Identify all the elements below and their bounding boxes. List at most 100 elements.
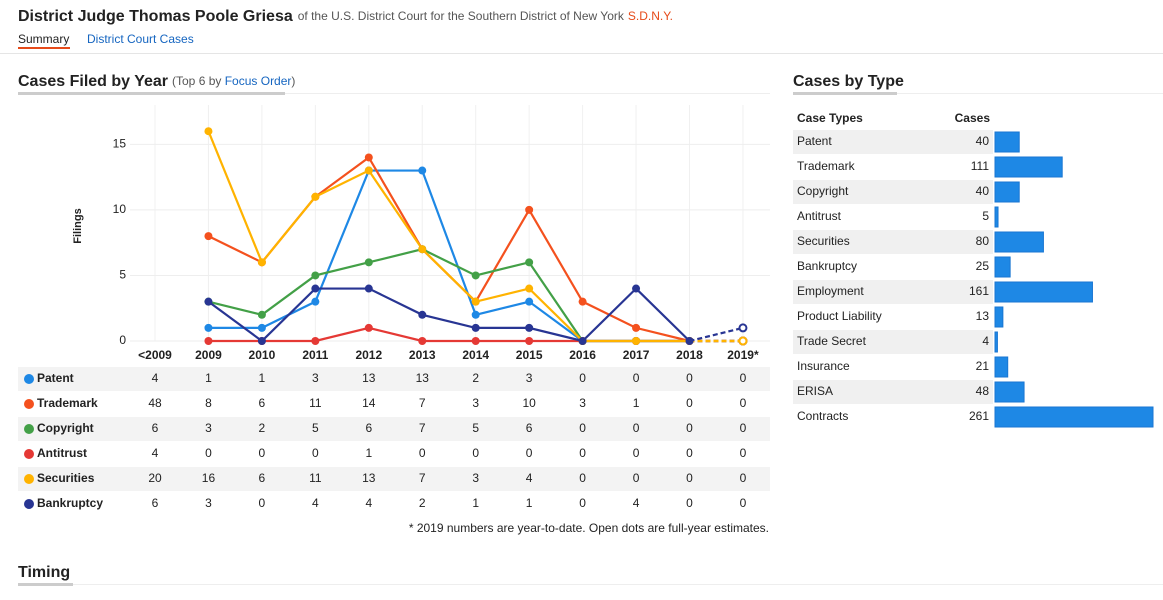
type-bar — [994, 281, 1093, 303]
judge-title: District Judge Thomas Poole Griesa — [18, 8, 293, 25]
x-tick-label: 2010 — [249, 348, 276, 362]
point — [311, 337, 320, 345]
y-tick-label: 10 — [113, 202, 127, 216]
table-value: 4 — [633, 496, 640, 510]
point — [364, 323, 373, 332]
table-value: 10 — [522, 396, 536, 410]
type-bar — [994, 406, 1154, 428]
type-count: 261 — [969, 409, 989, 423]
type-count: 5 — [982, 209, 989, 223]
legend-dot — [24, 449, 34, 459]
table-value: 1 — [526, 496, 533, 510]
type-name: Patent — [797, 134, 832, 148]
chart-heading: Cases Filed by Year (Top 6 by Focus Order… — [18, 73, 295, 90]
type-count: 80 — [976, 234, 990, 248]
x-tick-label: 2012 — [355, 348, 382, 362]
header: District Judge Thomas Poole Griesa of the… — [18, 8, 673, 25]
table-value: 0 — [740, 371, 747, 385]
table-value: 0 — [686, 471, 693, 485]
table-value: 6 — [152, 421, 159, 435]
row-bg — [18, 367, 770, 391]
row-bg — [793, 180, 993, 204]
tab-underline — [18, 47, 70, 49]
series-line — [207, 130, 690, 343]
point — [471, 297, 480, 306]
series-line — [207, 155, 690, 343]
court-link[interactable]: S.D.N.Y. — [628, 9, 673, 23]
point — [311, 284, 320, 293]
focus-order-link[interactable]: Focus Order — [225, 74, 292, 88]
type-name: Copyright — [797, 184, 849, 198]
table-value: 0 — [740, 471, 747, 485]
row-bg — [793, 230, 993, 254]
table-value: 1 — [633, 396, 640, 410]
tab-summary[interactable]: Summary — [18, 32, 69, 46]
type-name: ERISA — [797, 384, 833, 398]
point — [471, 323, 480, 332]
row-bg — [18, 417, 770, 441]
point — [364, 258, 373, 267]
table-value: 3 — [205, 496, 212, 510]
table-value: 0 — [259, 496, 266, 510]
point — [525, 297, 534, 306]
type-name: Employment — [797, 284, 864, 298]
point — [632, 337, 641, 345]
point — [257, 323, 266, 332]
point — [471, 310, 480, 319]
tab-cases[interactable]: District Court Cases — [87, 32, 194, 46]
type-count: 13 — [976, 309, 990, 323]
type-count: 4 — [982, 334, 989, 348]
table-value: 3 — [526, 371, 533, 385]
table-value: 0 — [740, 396, 747, 410]
table-value: 0 — [633, 421, 640, 435]
point — [311, 192, 320, 201]
table-value: 0 — [579, 371, 586, 385]
point — [311, 297, 320, 306]
table-value: 11 — [309, 471, 322, 485]
col-header: Case Types — [797, 111, 863, 125]
type-name: Product Liability — [797, 309, 882, 323]
type-count: 161 — [969, 284, 989, 298]
x-tick-label: 2015 — [516, 348, 543, 362]
type-bar — [994, 331, 998, 353]
y-tick-label: 15 — [113, 137, 127, 151]
table-value: 0 — [472, 446, 479, 460]
x-tick-label: 2017 — [623, 348, 650, 362]
row-bg — [793, 330, 993, 354]
table-value: 0 — [686, 396, 693, 410]
point — [578, 297, 587, 306]
legend-label: Patent — [37, 371, 74, 385]
type-bar — [994, 131, 1020, 153]
table-value: 1 — [365, 446, 372, 460]
type-count: 40 — [976, 134, 990, 148]
series-line — [208, 248, 690, 343]
note: (Top 6 by — [172, 74, 225, 88]
point — [257, 258, 266, 267]
table-value: 0 — [686, 446, 693, 460]
point — [525, 337, 534, 345]
y-tick-label: 5 — [119, 268, 126, 282]
table-value: 4 — [312, 496, 319, 510]
type-name: Trademark — [797, 159, 856, 173]
table-value: 0 — [312, 446, 319, 460]
table-value: 7 — [419, 471, 426, 485]
x-tick-label: 2018 — [676, 348, 703, 362]
timing-underline — [18, 583, 73, 586]
type-count: 21 — [976, 359, 990, 373]
table-value: 0 — [579, 421, 586, 435]
table-value: 4 — [526, 471, 533, 485]
row-bg — [793, 130, 993, 154]
table-value: 0 — [579, 471, 586, 485]
series-line — [208, 326, 690, 343]
table-value: 0 — [526, 446, 533, 460]
table-value: 0 — [686, 371, 693, 385]
point — [525, 258, 534, 267]
legend-label: Trademark — [37, 396, 98, 410]
table-value: 6 — [259, 471, 266, 485]
table-value: 6 — [526, 421, 533, 435]
table-value: 11 — [309, 396, 322, 410]
type-title: Cases by Type — [793, 73, 904, 90]
table-value: 1 — [472, 496, 479, 510]
table-value: 3 — [312, 371, 319, 385]
